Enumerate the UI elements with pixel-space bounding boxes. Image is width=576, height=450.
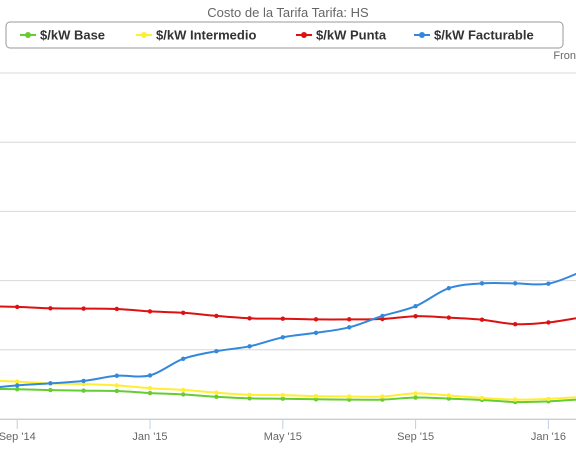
grid-lines [0,72,576,420]
data-point[interactable] [81,378,86,384]
data-point[interactable] [413,395,418,400]
data-point[interactable] [181,392,186,397]
legend-label: $/kW Intermedio [156,28,256,43]
data-point[interactable] [380,313,385,319]
data-point[interactable] [15,383,20,388]
legend-symbol-marker [419,32,425,38]
data-point[interactable] [313,317,319,322]
data-point[interactable] [114,373,120,378]
data-point[interactable] [247,396,252,401]
data-point[interactable] [380,397,385,402]
series-3 [0,272,576,388]
data-point[interactable] [347,397,352,402]
data-point[interactable] [546,396,551,402]
data-point[interactable] [48,387,53,393]
data-point[interactable] [15,387,20,392]
data-point[interactable] [181,356,186,361]
legend-symbol-marker [141,32,147,38]
data-point[interactable] [413,304,418,309]
data-point[interactable] [81,381,86,387]
data-point[interactable] [280,392,285,398]
legend: $/kW Base $/kW Intermedio $/kW Punta $/kW F… [20,28,534,43]
data-point[interactable] [446,286,451,291]
data-point[interactable] [147,373,153,378]
data-point[interactable] [147,386,153,391]
data-point[interactable] [280,335,285,340]
data-point[interactable] [479,281,485,286]
data-point[interactable] [546,320,551,325]
legend-item[interactable]: $/kW Intermedio [136,28,256,43]
legend-symbol-marker [301,32,307,38]
data-point[interactable] [147,390,153,396]
data-point[interactable] [347,394,352,399]
data-point[interactable] [48,381,53,386]
legend-item[interactable]: $/kW Base [20,28,105,43]
series-2 [0,304,576,327]
series-1 [0,379,576,402]
data-point[interactable] [114,306,120,312]
x-tick-label: May '15 [264,431,302,443]
data-point[interactable] [347,317,352,322]
data-point[interactable] [380,394,385,399]
data-point[interactable] [247,344,252,349]
data-point[interactable] [247,316,252,321]
data-point[interactable] [546,281,551,286]
data-point[interactable] [479,317,485,322]
data-point[interactable] [313,397,319,402]
x-tick-label: Sep '14 [0,431,36,443]
data-point[interactable] [214,313,219,319]
x-tick-label: Sep '15 [397,431,434,443]
data-point[interactable] [280,316,285,321]
data-point[interactable] [280,396,285,401]
data-point[interactable] [413,391,418,396]
chart-title: Costo de la Tarifa Tarifa: HS [207,5,369,20]
data-point[interactable] [81,306,86,311]
data-point[interactable] [181,387,186,393]
data-point[interactable] [446,393,451,398]
data-point[interactable] [147,309,153,314]
data-point[interactable] [81,388,86,393]
data-point[interactable] [513,397,518,402]
credit-text: Fron [553,50,576,62]
data-point[interactable] [214,394,219,400]
x-tick-label: Jan '15 [132,431,167,443]
data-point[interactable] [114,388,120,394]
data-point[interactable] [48,306,53,311]
data-point[interactable] [446,396,451,401]
legend-label: $/kW Facturable [434,28,534,43]
data-point[interactable] [214,390,219,395]
data-point[interactable] [513,321,518,327]
data-point[interactable] [15,304,20,310]
series-line [0,305,576,326]
data-point[interactable] [247,392,252,397]
data-point[interactable] [214,348,219,354]
x-tick-label: Jan '16 [531,431,566,443]
series-line [0,272,576,388]
legend-symbol-marker [25,32,31,38]
data-point[interactable] [181,310,186,315]
legend-label: $/kW Base [40,28,105,43]
series-group [0,272,576,405]
data-point[interactable] [15,379,20,384]
x-axis: Sep '14 Jan '15 May '15 Sep '15 Jan '16 [0,419,576,443]
data-point[interactable] [114,383,120,388]
data-point[interactable] [380,316,385,322]
legend-label: $/kW Punta [316,28,387,43]
data-point[interactable] [479,395,485,401]
data-point[interactable] [313,393,319,399]
legend-box [5,21,564,49]
data-point[interactable] [446,315,451,320]
data-point[interactable] [347,325,352,330]
legend-item[interactable]: $/kW Facturable [414,28,534,43]
legend-item[interactable]: $/kW Punta [296,28,387,43]
data-point[interactable] [413,314,418,319]
data-point[interactable] [313,330,319,336]
data-point[interactable] [513,281,518,286]
